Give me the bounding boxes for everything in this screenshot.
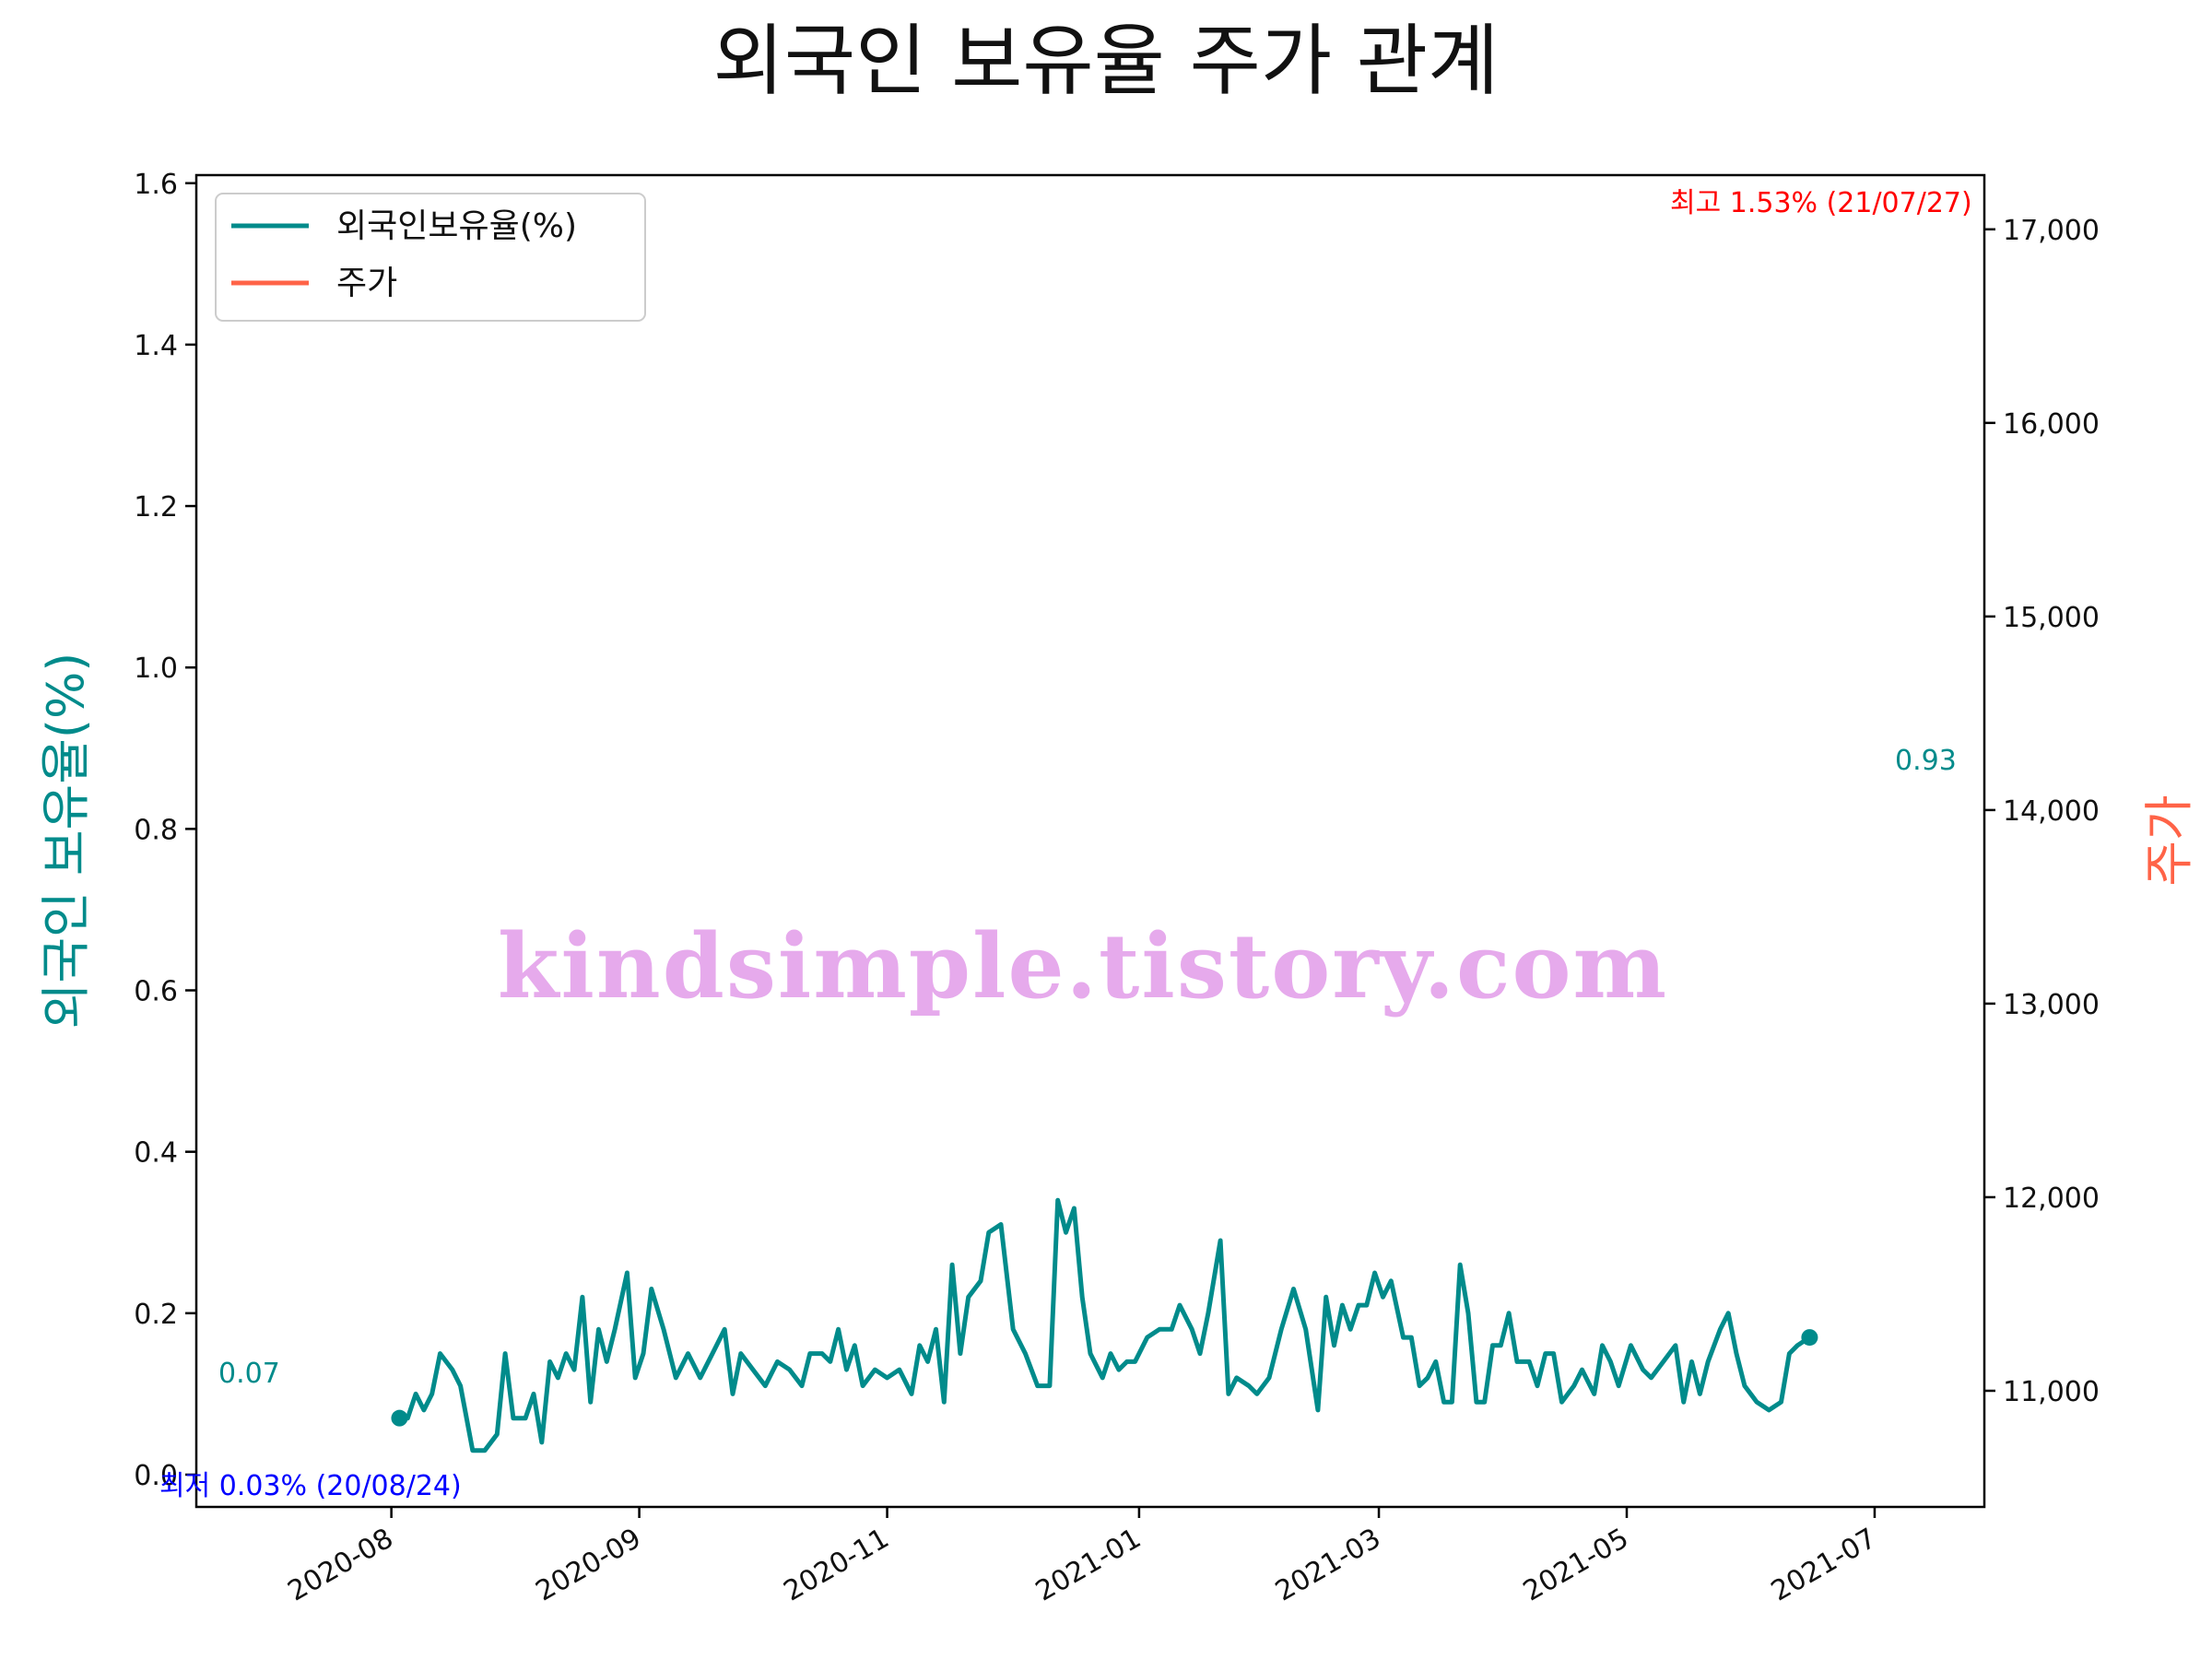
legend-box: [215, 193, 646, 322]
chart-title: 외국인 보유율 주가 관계: [713, 16, 1500, 106]
left-y-tick-label: 1.2: [134, 491, 178, 524]
right-y-axis-label: 주가: [2140, 794, 2198, 886]
left-y-tick-label: 1.6: [134, 169, 178, 201]
right-y-tick-label: 17,000: [2003, 215, 2100, 247]
end-value-label: 0.93: [1895, 745, 1957, 777]
plot-frame: [194, 173, 1986, 1509]
right-y-axis: 11,000 12,000 13,000 14,000 15,000 16,000 17,0…: [1984, 215, 2100, 1408]
left-y-tick-label: 1.0: [134, 653, 178, 685]
x-tick-label: 2021-07: [1766, 1523, 1882, 1608]
right-y-tick-label: 11,000: [2003, 1376, 2100, 1408]
left-y-tick-label: 0.6: [134, 976, 178, 1008]
end-point-marker: [1801, 1329, 1818, 1347]
start-value-label: 0.07: [218, 1358, 280, 1390]
ownership-line: [399, 1197, 1811, 1453]
start-point-marker: [391, 1409, 408, 1427]
marker-layer: [391, 1329, 1818, 1427]
x-tick-label: 2020-08: [283, 1523, 399, 1608]
plot-area: [391, 1197, 1818, 1453]
max-annotation: 최고 1.53% (21/07/27): [1670, 187, 1972, 219]
x-tick-label: 2020-11: [778, 1523, 894, 1608]
x-tick-label: 2020-09: [531, 1523, 647, 1608]
left-y-axis: 0.0 0.2 0.4 0.6 0.8 1.0 1.2 1.4 1.6: [134, 169, 196, 1492]
ownership-series-layer: [399, 1197, 1811, 1453]
left-y-tick-label: 0.8: [134, 814, 178, 846]
left-y-tick-label: 0.0: [134, 1460, 178, 1492]
right-y-tick-label: 16,000: [2003, 408, 2100, 441]
x-axis: 2020-08 2020-09 2020-11 2021-01 2021-03 2021-…: [283, 1507, 1882, 1608]
right-y-tick-label: 12,000: [2003, 1182, 2100, 1215]
left-y-tick-label: 0.4: [134, 1137, 178, 1170]
right-y-tick-label: 14,000: [2003, 795, 2100, 828]
left-y-axis-label: 외국인 보유율(%): [37, 653, 95, 1030]
left-y-tick-label: 0.2: [134, 1299, 178, 1331]
left-y-tick-label: 1.4: [134, 330, 178, 362]
x-tick-label: 2021-05: [1518, 1523, 1634, 1608]
watermark: kindsimple.tistory.com: [498, 914, 1668, 1018]
legend: 외국인보유율(%) 주가: [215, 193, 646, 322]
legend-label-price: 주가: [336, 265, 397, 302]
x-tick-label: 2021-01: [1030, 1523, 1147, 1608]
min-annotation: 최저 0.03% (20/08/24): [159, 1470, 462, 1502]
legend-label-ownership: 외국인보유율(%): [336, 207, 577, 245]
right-y-tick-label: 13,000: [2003, 989, 2100, 1021]
right-y-tick-label: 15,000: [2003, 602, 2100, 634]
x-tick-label: 2021-03: [1270, 1523, 1386, 1608]
